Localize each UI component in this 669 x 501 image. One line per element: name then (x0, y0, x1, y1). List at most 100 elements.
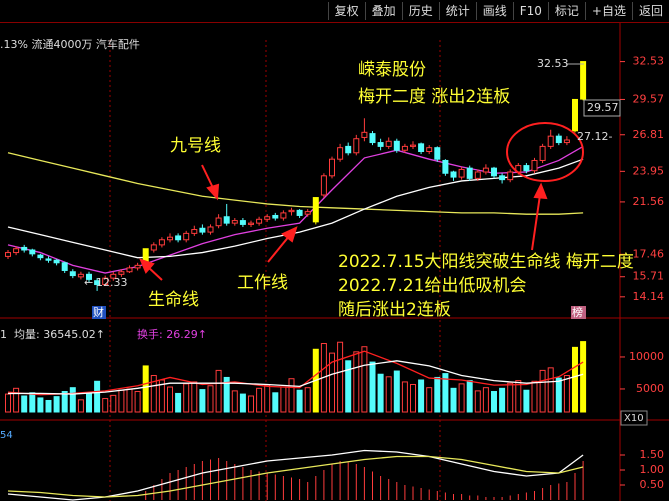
candle-body (199, 227, 206, 233)
candle-body (491, 167, 497, 177)
toolbar-button[interactable]: 统计 (438, 2, 476, 20)
volume-bar (37, 397, 44, 413)
turnover: 换手: 26.29↑ (137, 327, 207, 341)
volume-bar (272, 392, 279, 413)
candle-body (118, 271, 125, 275)
badge: 榜 (572, 305, 583, 319)
candle-body (393, 140, 400, 151)
volume-bar (426, 387, 433, 413)
toolbar-button[interactable]: 返回 (631, 2, 669, 20)
toolbar-button[interactable]: 画线 (475, 2, 513, 20)
volume-bar (199, 389, 206, 413)
candle-body (426, 147, 433, 153)
volume-bar (401, 381, 408, 413)
macd-label: 54 (0, 430, 13, 441)
candle-body (29, 249, 36, 255)
volume-bar (580, 341, 587, 413)
volume-bar (418, 379, 425, 413)
indicator-line (7, 455, 584, 498)
candle-body (102, 277, 109, 286)
candle-body (13, 248, 20, 254)
y-tick-label: 17.46 (633, 247, 665, 260)
candle-body (191, 229, 198, 234)
candle-body (401, 145, 408, 151)
candle-body (418, 143, 425, 153)
candle-body (134, 264, 141, 269)
volume-bar (142, 365, 149, 413)
badge-box (92, 306, 106, 319)
annotation: 梅开二度 涨出2连板 (358, 87, 510, 107)
annotation: 嵘泰股份 (358, 60, 426, 80)
candle-body (167, 236, 173, 241)
candle-body (45, 258, 52, 261)
volume-bar (337, 341, 344, 413)
candle-body (507, 171, 514, 181)
volume-bar (434, 376, 441, 413)
candle-body (539, 145, 546, 161)
volume-bar (183, 383, 190, 413)
toolbar-button[interactable]: F10 (512, 2, 548, 20)
candle-body (126, 267, 133, 273)
volume-bar (547, 367, 554, 413)
low-arrow: ← (84, 276, 93, 289)
candle-body (474, 171, 481, 179)
candle-body (53, 259, 60, 264)
y-tick-label: 23.95 (633, 164, 665, 177)
candle-body (5, 252, 11, 257)
volume-bar (231, 390, 238, 413)
volume-bar (369, 361, 376, 413)
badge: 财 (93, 305, 104, 319)
toolbar-button[interactable]: 复权 (327, 2, 365, 20)
candle-body (158, 239, 165, 246)
volume-bar (515, 380, 522, 413)
volume-average: 均量: 36545.02↑ (14, 328, 105, 341)
volume-bar (555, 377, 562, 413)
volume-bar (563, 375, 570, 413)
volume-bar (280, 386, 287, 413)
volume-bar (507, 382, 514, 413)
indicator-line (7, 449, 584, 501)
candle-body (547, 135, 554, 147)
annotation: 工作线 (237, 273, 288, 293)
candle-body (361, 131, 368, 138)
candle-body (450, 171, 457, 178)
annotation: 2022.7.15大阳线突破生命线 梅开二度 (338, 252, 634, 272)
candle-body (329, 158, 335, 177)
volume-bar (361, 346, 368, 413)
candle-body (231, 220, 238, 224)
candle-body (369, 133, 376, 144)
price-label: 32.53 (537, 57, 569, 70)
volume-bar (5, 393, 11, 413)
toolbar: 复权 叠加 历史 统计 画线 F10 标记 +自选 返回 (0, 0, 669, 23)
annotation: 2022.7.21给出低吸机会 (338, 276, 527, 296)
candle-body (215, 217, 222, 227)
volume-bar (126, 388, 133, 413)
volume-bar (102, 398, 109, 413)
candle-body (248, 222, 254, 225)
volume-bar (393, 370, 400, 413)
y-tick-label: 1.00 (640, 463, 665, 476)
annotation: 九号线 (170, 136, 221, 156)
volume-bar (264, 384, 271, 413)
candle-body (37, 254, 44, 259)
annotation: 生命线 (148, 290, 199, 310)
volume-bar (207, 385, 214, 413)
volume-bar (450, 387, 457, 413)
chart: .13% 流通4000万 汽车配件 1 均量: 36545.02↑ 换手: 26… (0, 23, 669, 501)
toolbar-button[interactable]: 历史 (401, 2, 439, 20)
candle-body (458, 168, 465, 178)
toolbar-button[interactable]: +自选 (584, 2, 632, 20)
toolbar-button[interactable]: 标记 (547, 2, 585, 20)
volume-bar (288, 378, 295, 413)
toolbar-button[interactable]: 叠加 (364, 2, 402, 20)
price-label: 12.33 (96, 276, 128, 289)
volume-bar (239, 393, 246, 413)
candle-body (563, 139, 570, 144)
volume-bar (474, 390, 481, 413)
volume-bar (256, 387, 263, 413)
candle-body (272, 214, 279, 219)
stock-info: .13% 流通4000万 汽车配件 (0, 37, 140, 51)
volume-bar (13, 387, 20, 413)
volume-bar (167, 386, 173, 413)
